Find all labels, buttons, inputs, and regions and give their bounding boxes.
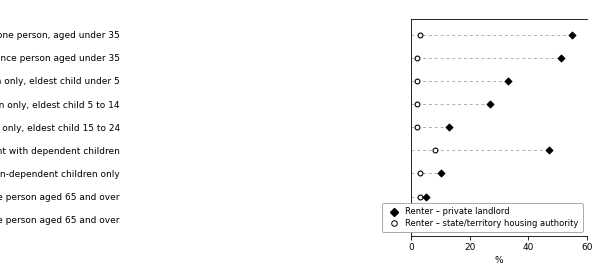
Point [503,79,513,83]
Point [485,102,495,106]
Point [413,102,422,106]
Point [445,125,454,129]
Point [430,218,440,222]
Point [430,148,440,152]
Point [413,56,422,60]
Point [421,195,431,199]
Point [415,171,425,175]
Point [413,79,422,83]
Point [415,33,425,37]
Point [413,125,422,129]
Legend: Renter – private landlord, Renter – state/territory housing authority: Renter – private landlord, Renter – stat… [382,203,583,232]
Point [415,195,425,199]
Point [544,148,554,152]
Point [555,56,565,60]
Point [567,33,577,37]
X-axis label: %: % [495,256,503,265]
Point [436,171,445,175]
Point [424,218,434,222]
